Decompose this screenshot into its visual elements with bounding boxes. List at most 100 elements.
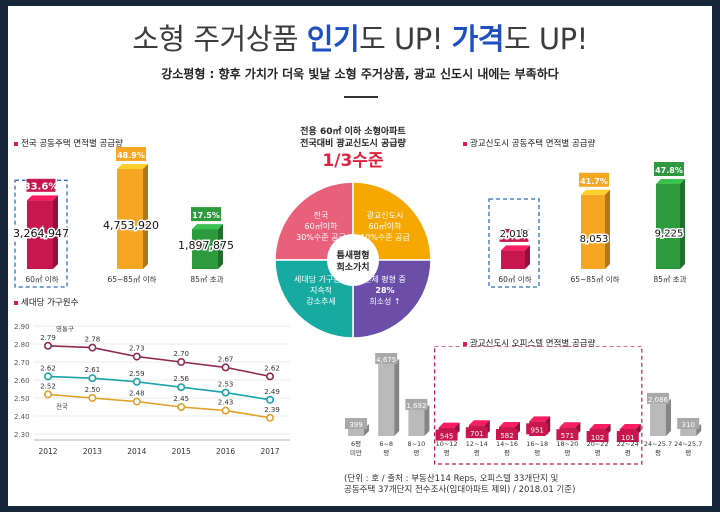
officetel-value-tag-11 [677,418,700,429]
infographic-page: 소형 주거상품 인기도 UP! 가격도 UP! 강소평형 : 향후 가치가 더욱… [8,6,712,506]
line-ytick-2: 2.70 [14,359,30,367]
line-point-label-0-5: 2.62 [264,364,280,372]
officetel-value-tag-3 [435,429,458,441]
pie-slice-label-0-2: 30%수준 공급 [296,233,346,242]
line-point-label-1-5: 2.49 [264,388,280,396]
officetel-value-tag-1 [375,353,398,364]
officetel-category-11-1: 평 [685,448,691,457]
gwanggyo-bar-0-side [525,245,530,269]
line-point-1-3 [177,383,186,392]
officetel-bar-0-side [364,424,369,436]
line-point-0-1 [88,343,97,352]
line-point-label-1-0: 2.62 [40,364,56,372]
callout-line-1: 전용 60㎡ 이하 소형아파트 [300,127,406,137]
officetel-supply-title: 광교신도시 오피스텔 면적별 공급량 [463,337,595,349]
officetel-category-3-0: 10~12 [436,440,458,448]
line-point-1-5 [265,395,274,404]
officetel-category-11-0: 24~25.7 [674,440,702,448]
gwanggyo-value-label-1: 8,053 [580,234,609,245]
pie-center-label-1: 희소가치 [336,261,369,273]
officetel-value-label-4: 701 [470,430,483,438]
gwanggyo-category-2: 85㎡ 초과 [653,275,686,284]
officetel-supply-chart: 3996평미만4,6756~8평1,6928~10평54510~12평70112… [345,346,702,465]
officetel-value-tag-6 [526,423,549,435]
line-point-0-4 [221,363,230,372]
line-ytick-4: 2.50 [14,395,30,403]
officetel-category-0-1: 미만 [350,448,362,457]
line-point-label-0-1: 2.78 [85,336,101,344]
source-footnote: (단위 : 호 / 출처 : 부동산114 Reps, 오피스텔 33개단지 및… [344,474,576,495]
officetel-bar-8-top [589,424,611,429]
officetel-category-10-0: 24~25.7 [644,440,672,448]
line-point-0-2 [132,352,141,361]
household-size-line-chart: 2.90 2.80 2.70 2.60 2.50 2.40 2.30 2012 2013 2014… [14,323,290,456]
officetel-bar-9-top [619,424,641,429]
gwanggyo-category-1: 65~85㎡ 이하 [570,274,619,284]
officetel-value-tag-0 [345,418,367,429]
officetel-value-label-10: 2,086 [648,396,669,404]
line-point-1-2 [132,377,141,386]
line-xtick-2: 2014 [127,447,146,456]
national-bar-2 [192,224,223,269]
pie-slice-0 [274,181,354,261]
gwanggyo-bar-1 [581,189,610,269]
pie-center-circle [327,234,379,286]
national-value-label-1: 4,753,920 [103,219,159,232]
line-point-label-0-3: 2.70 [173,350,189,358]
officetel-category-5-1: 평 [504,448,510,457]
officetel-bar-0-front [348,429,364,436]
line-point-2-5 [265,413,274,422]
officetel-category-8-0: 20~22 [587,440,609,448]
gwanggyo-percent-tag-1 [579,172,609,187]
line-ytick-5: 2.40 [14,413,30,421]
pie-slice-label-1-2: 10%수준 공급 [360,233,410,242]
officetel-value-label-6: 951 [531,426,544,434]
title-divider [344,96,378,98]
line-ytick-6: 2.30 [14,431,30,439]
gwanggyo-bar-1-top [581,189,610,195]
line-point-label-0-4: 2.67 [218,355,234,363]
national-bar-0-side [53,195,58,269]
national-highlight-box [14,179,68,288]
officetel-bar-7-top [559,422,581,428]
officetel-value-tag-10 [647,392,669,404]
gwanggyo-percent-label-1: 41.7% [580,177,608,186]
officetel-category-7-0: 18~20 [556,440,578,448]
national-bar-0 [27,195,58,269]
national-bar-1-side [143,164,148,269]
officetel-category-10-1: 평 [655,448,661,457]
line-point-label-1-4: 2.53 [218,381,234,389]
pie-slice-2 [352,259,432,339]
line-series-1 [47,375,271,401]
gwanggyo-bar-2-top [656,179,685,184]
national-percent-tag-1 [116,147,146,161]
officetel-bar-10-side [666,398,671,436]
officetel-category-7-1: 평 [564,448,570,457]
callout-line-2: 전국대비 광교신도시 공급량 [300,139,406,149]
officetel-value-label-0: 399 [349,421,362,429]
gwanggyo-percent-tag-2 [654,162,684,176]
pie-slice-label-0-1: 60㎡이하 [305,221,339,231]
line-point-label-1-2: 2.59 [129,370,145,378]
gwanggyo-supply-chart: 10.5%2,018 60㎡ 이하 41.7% 8,053 65~85㎡ 이하 47.8%… [488,162,687,288]
officetel-category-2-0: 8~10 [407,440,425,448]
national-bar-1-top [117,164,148,169]
national-bar-0-top [27,195,58,201]
officetel-category-4-0: 12~14 [466,440,488,448]
line-point-2-4 [221,406,230,415]
officetel-category-0-0: 6평 [351,439,361,448]
national-supply-title: 전국 공동주택 면적별 공급량 [14,137,123,149]
gwanggyo-bar-0-front [501,250,525,269]
gwanggyo-percent-tag-0 [498,227,530,243]
line-xtick-5: 2017 [260,447,279,456]
officetel-category-9-1: 평 [625,448,631,457]
officetel-bar-6-top [529,416,551,422]
line-series-2 [47,393,271,419]
national-supply-chart: 33.6% 3,264,947 60㎡ 이하 48.9% 4,753,920 65~85㎡… [12,147,235,288]
gwanggyo-bar-2 [656,179,685,269]
officetel-highlight-box [433,346,643,465]
national-value-label-0: 3,264,947 [13,227,69,240]
officetel-category-5-0: 14~16 [496,440,518,448]
